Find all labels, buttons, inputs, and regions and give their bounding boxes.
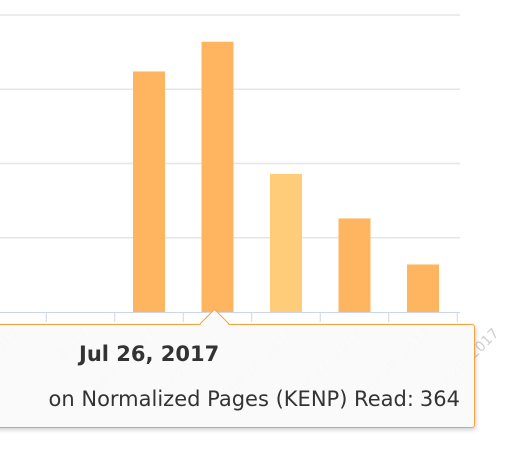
- bar-6: [407, 264, 439, 312]
- tooltip-series-row: on Normalized Pages (KENP) Read: 364: [49, 387, 460, 411]
- tooltip-series-label: on Normalized Pages (KENP) Read:: [48, 387, 414, 411]
- x-axis: [0, 312, 460, 322]
- bar-2: [133, 71, 165, 313]
- bars: [133, 41, 439, 313]
- bar-5: [338, 218, 371, 312]
- tooltip-value: 364: [419, 387, 460, 411]
- tooltip: [0, 324, 475, 428]
- bar-3: [201, 41, 234, 312]
- bar-4: [270, 173, 302, 312]
- tooltip-title: Jul 26, 2017: [79, 342, 220, 366]
